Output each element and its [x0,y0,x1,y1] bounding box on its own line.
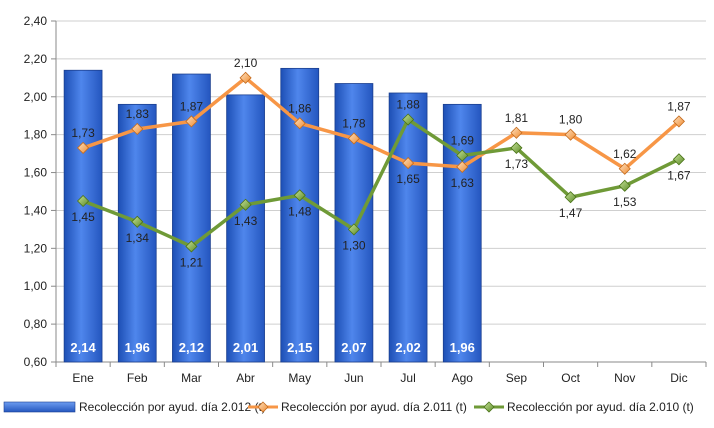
point-marker [347,132,360,145]
bar-value-label: 2,02 [395,340,420,355]
point-value-label: 1,86 [288,101,312,115]
point-marker [77,194,90,208]
point-value-label: 1,34 [126,231,150,245]
y-tick-label: 2,20 [24,52,48,66]
bar [226,94,265,363]
y-tick-label: 0,60 [24,355,48,369]
point-marker [402,113,415,126]
bar-value-label: 1,96 [450,340,475,355]
point-value-label: 1,87 [667,99,691,113]
x-tick-label: Abr [236,371,255,385]
point-value-label: 1,30 [342,238,366,252]
line-2011 [82,76,681,171]
legend-swatch-2012 [3,401,76,413]
y-tick-label: 1,40 [24,203,48,217]
legend-label-2012: Recolección por ayud. día 2.012 (t) [79,400,266,414]
y-tick-label: 2,40 [24,14,48,28]
x-tick-label: Ago [452,371,474,385]
x-tick-label: Ene [72,371,94,385]
point-value-label: 1,80 [559,113,583,127]
point-marker [564,191,577,204]
point-value-label: 2,10 [234,56,258,70]
y-tick-label: 1,80 [24,128,48,142]
point-marker [402,157,415,170]
point-value-label: 1,65 [396,172,420,186]
point-marker [239,71,252,84]
bars-2012 [63,67,482,363]
lines [77,71,685,253]
legend: Recolección por ayud. día 2.012 (t) Recol… [3,400,694,414]
legend-marker-2010 [483,401,495,413]
bar [388,92,428,363]
y-tick-label: 0,80 [24,317,48,331]
legend-marker-2011 [257,401,269,413]
point-marker [672,115,685,128]
point-value-label: 1,81 [505,111,529,125]
point-marker [456,149,469,162]
bar-value-label: 2,01 [233,340,258,355]
x-tick-label: Nov [614,371,635,385]
point-value-label: 1,21 [180,255,204,269]
bar-value-label: 2,12 [179,340,204,355]
bar-value-label: 1,96 [125,340,150,355]
point-value-label: 1,83 [126,107,150,121]
point-marker [185,115,198,128]
point-marker [510,141,523,154]
point-value-label: 1,73 [71,126,95,140]
point-marker [510,126,523,139]
axes: 0,60 0,80 1,00 1,20 1,40 1,60 1,80 2,00 2,20 2,40… [24,14,707,385]
point-value-label: 1,78 [342,116,366,130]
bar-value-label: 2,07 [341,340,366,355]
legend-label-2010: Recolección por ayud. día 2.010 (t) [507,400,694,414]
point-value-label: 1,62 [613,147,637,161]
bar [63,69,103,363]
y-tick-label: 1,60 [24,166,48,180]
point-value-label: 1,73 [505,157,529,171]
point-value-label: 1,43 [234,214,258,228]
point-value-label: 1,63 [451,176,475,190]
point-marker [564,128,577,141]
y-tick-label: 2,00 [24,90,48,104]
bar [117,103,157,363]
point-marker [618,162,631,175]
point-value-label: 1,53 [613,195,637,209]
y-tick-label: 1,00 [24,279,48,293]
point-value-label: 1,48 [288,204,312,218]
point-marker [131,215,144,228]
point-value-label: 1,69 [451,134,475,148]
x-tick-label: Sep [506,371,528,385]
point-marker [185,240,198,253]
point-marker [456,160,469,173]
y-tick-label: 1,20 [24,241,48,255]
point-marker [239,198,252,211]
legend-label-2011: Recolección por ayud. día 2.011 (t) [281,400,467,414]
bar-value-label: 2,15 [287,340,312,355]
point-marker [672,153,685,166]
x-tick-label: May [288,371,311,385]
point-marker [293,189,306,202]
x-tick-label: Jun [344,371,363,385]
point-marker [347,223,360,236]
point-marker [131,122,144,136]
point-value-label: 1,87 [180,99,204,113]
x-tick-label: Dic [670,371,687,385]
data-labels: 2,14 1,96 2,12 2,01 2,15 2,07 2,02 1,96 1,73 1,83… [70,56,690,355]
point-value-label: 1,45 [71,210,95,224]
point-marker [77,141,90,154]
x-tick-label: Feb [127,371,148,385]
point-value-label: 1,47 [559,206,583,220]
point-value-label: 1,88 [396,98,420,112]
bar-value-label: 2,14 [70,340,96,355]
x-tick-label: Jul [400,371,415,385]
point-marker [293,117,306,130]
point-marker [618,179,631,192]
line-2010 [82,117,680,249]
x-tick-label: Oct [561,371,580,385]
point-value-label: 1,67 [667,168,691,182]
x-tick-label: Mar [181,371,202,385]
